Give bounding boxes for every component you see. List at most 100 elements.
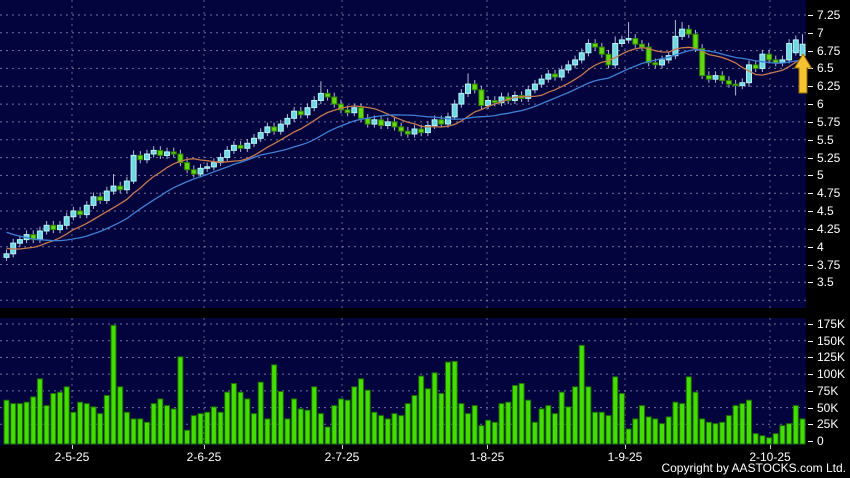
- volume-bar: [592, 411, 599, 445]
- candle-up: [123, 180, 130, 191]
- axis-tick: [808, 229, 813, 231]
- volume-bar: [90, 406, 97, 445]
- volume-bar: [117, 386, 124, 445]
- candle-up: [786, 43, 793, 61]
- volume-bar: [605, 415, 612, 445]
- volume-bar: [565, 406, 572, 445]
- volume-bar: [645, 416, 652, 445]
- volume-bar: [531, 421, 538, 445]
- candle-up: [531, 83, 538, 91]
- candle-up: [244, 142, 251, 149]
- volume-bar: [3, 399, 10, 445]
- volume-bar: [197, 413, 204, 445]
- volume-bar: [63, 386, 70, 445]
- axis-tick: [808, 424, 813, 426]
- volume-bar: [257, 381, 264, 445]
- candle-up: [672, 35, 679, 57]
- volume-bar: [123, 411, 130, 445]
- candle-up: [485, 100, 492, 106]
- volume-bar: [237, 391, 244, 445]
- copyright-text: Copyright by AASTOCKS.com Ltd.: [661, 461, 846, 475]
- candle-up: [625, 38, 632, 41]
- volume-bar: [572, 386, 579, 445]
- volume-bar: [271, 364, 278, 445]
- axis-tick: [808, 391, 813, 393]
- volume-bar: [391, 413, 398, 445]
- volume-bar: [210, 406, 217, 445]
- price-axis-label: 3.5: [808, 275, 850, 289]
- volume-bar: [404, 403, 411, 445]
- candle-up: [264, 126, 271, 134]
- volume-bar: [438, 393, 445, 445]
- candle-up: [204, 166, 211, 169]
- volume-bar: [598, 411, 605, 445]
- volume-bar: [398, 415, 405, 445]
- volume-bar: [498, 403, 505, 445]
- candle-down: [97, 196, 104, 201]
- volume-bar: [538, 408, 545, 445]
- volume-bar: [732, 405, 739, 445]
- date-label: 2-5-25: [54, 450, 90, 464]
- volume-bar: [746, 399, 752, 445]
- volume-bar: [699, 418, 706, 445]
- candle-up: [3, 253, 10, 258]
- candle-down: [705, 75, 712, 80]
- candle-up: [679, 28, 686, 37]
- candle-up: [36, 230, 43, 241]
- candle-up: [746, 64, 752, 84]
- volume-bar: [244, 398, 251, 445]
- candle-down: [725, 80, 732, 85]
- volume-bar: [83, 403, 90, 445]
- volume-bar: [411, 395, 418, 445]
- volume-bar: [772, 433, 779, 445]
- candle-down: [645, 46, 652, 64]
- candle-up: [578, 52, 585, 61]
- price-axis-label: 5.5: [808, 133, 850, 147]
- candle-up: [739, 82, 746, 87]
- axis-tick: [808, 357, 813, 359]
- date-tick: [204, 445, 205, 449]
- volume-bar: [251, 413, 257, 445]
- volume-bar: [719, 421, 726, 445]
- volume-bar: [752, 433, 759, 445]
- volume-bar: [685, 376, 692, 445]
- axis-tick: [808, 341, 813, 343]
- candle-up: [103, 190, 110, 201]
- volume-bar: [545, 405, 552, 445]
- volume-bar: [324, 426, 331, 445]
- candle-down: [50, 224, 57, 231]
- volume-bar: [358, 378, 364, 445]
- candle-up: [424, 125, 431, 134]
- volume-bar: [618, 393, 625, 445]
- date-label: 2-10-25: [749, 450, 791, 464]
- price-axis-label: 5.75: [808, 115, 850, 129]
- volume-bar: [779, 425, 786, 445]
- candle-down: [137, 154, 144, 161]
- volume-bar: [311, 386, 318, 445]
- candle-down: [652, 62, 659, 66]
- candle-up: [545, 73, 552, 80]
- candle-up: [251, 137, 257, 144]
- volume-bar: [364, 389, 371, 445]
- candle-down: [478, 89, 485, 107]
- up-arrow-icon: [794, 54, 812, 94]
- volume-bar: [505, 401, 512, 445]
- axis-tick: [808, 68, 813, 70]
- candle-up: [63, 216, 70, 226]
- candle-up: [284, 117, 291, 125]
- volume-bar: [291, 398, 298, 445]
- candle-down: [766, 53, 773, 61]
- candle-up: [351, 107, 358, 114]
- volume-bar: [378, 415, 385, 445]
- volume-bar: [639, 405, 645, 445]
- candle-up: [585, 43, 592, 54]
- candle-up: [311, 100, 318, 109]
- candle-down: [685, 28, 692, 35]
- price-axis-label: 4.5: [808, 204, 850, 218]
- price-axis-label: 4: [808, 240, 850, 254]
- volume-axis-label: 100K: [808, 367, 850, 381]
- volume-bar: [277, 391, 284, 445]
- ma-slow-line: [6, 48, 803, 242]
- candle-down: [471, 83, 478, 91]
